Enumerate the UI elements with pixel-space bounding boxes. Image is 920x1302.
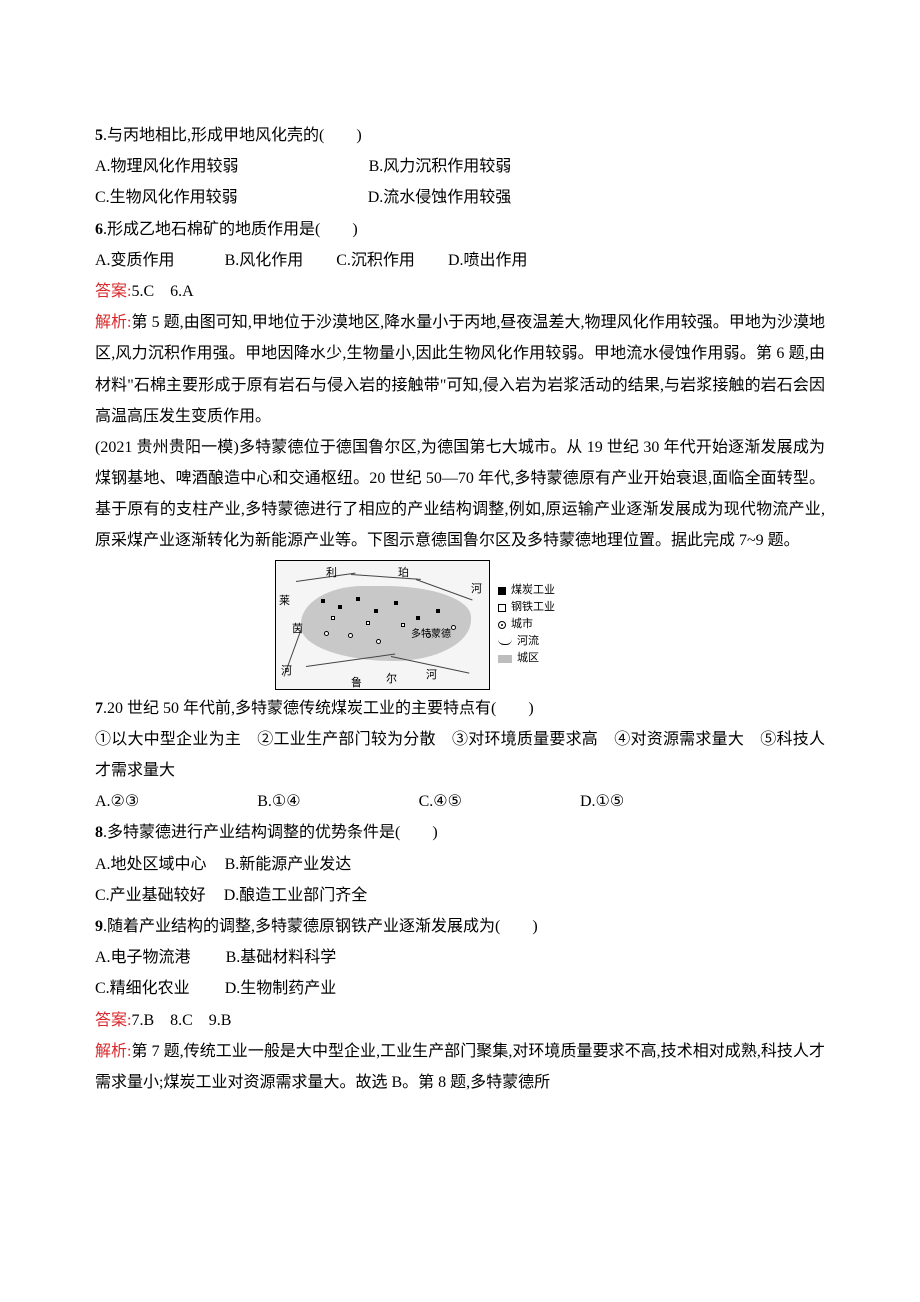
map-label-lai: 莱 bbox=[279, 591, 290, 612]
answer-text: 7.B 8.C 9.B bbox=[131, 1012, 231, 1029]
map-label-he3: 河 bbox=[426, 665, 437, 686]
map-legend: 煤炭工业 钢铁工业 城市 河流 城区 bbox=[490, 560, 580, 690]
map-label-po: 珀 bbox=[398, 563, 409, 584]
map-label-er: 尔 bbox=[386, 669, 397, 690]
stem-text: .形成乙地石棉矿的地质作用是( ) bbox=[103, 221, 358, 238]
legend-city: 城市 bbox=[498, 616, 580, 633]
question-number: 9 bbox=[95, 918, 103, 935]
option-b: B.风化作用 bbox=[225, 245, 304, 276]
question-7-options: A.②③ B.①④ C.④⑤ D.①⑤ bbox=[95, 786, 825, 817]
answer-label: 答案: bbox=[95, 1012, 131, 1029]
question-8-stem: 8.多特蒙德进行产业结构调整的优势条件是( ) bbox=[95, 817, 825, 848]
stem-text: .20 世纪 50 年代前,多特蒙德传统煤炭工业的主要特点有( ) bbox=[103, 700, 534, 717]
option-c: C.生物风化作用较弱 bbox=[95, 182, 238, 213]
question-5-options-row1: A.物理风化作用较弱 B.风力沉积作用较弱 bbox=[95, 151, 825, 182]
map-image: 莱 利 珀 河 茵 多特蒙德 河 尔 河 鲁 bbox=[275, 560, 490, 690]
question-6-options: A.变质作用 B.风化作用 C.沉积作用 D.喷出作用 bbox=[95, 245, 825, 276]
figure-spacer bbox=[95, 560, 275, 690]
map-label-lu: 鲁 bbox=[351, 673, 362, 690]
option-a: A.物理风化作用较弱 bbox=[95, 151, 239, 182]
answer-label: 答案: bbox=[95, 283, 131, 300]
question-5-options-row2: C.生物风化作用较弱 D.流水侵蚀作用较强 bbox=[95, 182, 825, 213]
explanation-label: 解析: bbox=[95, 1043, 132, 1060]
option-c: C.精细化农业 bbox=[95, 973, 190, 1004]
option-d: D.流水侵蚀作用较强 bbox=[368, 182, 512, 213]
question-8-options-row1: A.地处区域中心 B.新能源产业发达 bbox=[95, 849, 825, 880]
map-label-dtm: 多特蒙德 bbox=[411, 625, 451, 645]
question-number: 8 bbox=[95, 824, 103, 841]
legend-urban: 城区 bbox=[498, 650, 580, 667]
circle-dot-icon bbox=[498, 621, 506, 629]
option-c: C.④⑤ bbox=[419, 786, 462, 817]
map-label-yin: 茵 bbox=[292, 619, 303, 640]
question-7-stem: 7.20 世纪 50 年代前,多特蒙德传统煤炭工业的主要特点有( ) bbox=[95, 693, 825, 724]
legend-text: 煤炭工业 bbox=[511, 582, 555, 599]
option-c: C.产业基础较好 bbox=[95, 880, 206, 911]
legend-text: 河流 bbox=[517, 633, 539, 650]
stem-text: .随着产业结构的调整,多特蒙德原钢铁产业逐渐发展成为( ) bbox=[103, 918, 538, 935]
option-b: B.新能源产业发达 bbox=[225, 849, 352, 880]
explanation-label: 解析: bbox=[95, 314, 132, 331]
question-7-items: ①以大中型企业为主 ②工业生产部门较为分散 ③对环境质量要求高 ④对资源需求量大… bbox=[95, 724, 825, 786]
option-c: C.沉积作用 bbox=[336, 245, 415, 276]
explanation-56: 解析:第 5 题,由图可知,甲地位于沙漠地区,降水量小于丙地,昼夜温差大,物理风… bbox=[95, 307, 825, 432]
passage-7-9: (2021 贵州贵阳一模)多特蒙德位于德国鲁尔区,为德国第七大城市。从 19 世… bbox=[95, 432, 825, 557]
question-8-options-row2: C.产业基础较好 D.酿造工业部门齐全 bbox=[95, 880, 825, 911]
explanation-789: 解析:第 7 题,传统工业一般是大中型企业,工业生产部门聚集,对环境质量要求不高… bbox=[95, 1036, 825, 1098]
map-label-he1: 河 bbox=[471, 579, 482, 600]
explanation-text: 第 7 题,传统工业一般是大中型企业,工业生产部门聚集,对环境质量要求不高,技术… bbox=[95, 1043, 825, 1091]
legend-text: 城区 bbox=[517, 650, 539, 667]
legend-coal: 煤炭工业 bbox=[498, 582, 580, 599]
option-a: A.②③ bbox=[95, 786, 139, 817]
question-9-stem: 9.随着产业结构的调整,多特蒙德原钢铁产业逐渐发展成为( ) bbox=[95, 911, 825, 942]
question-9-options-row2: C.精细化农业 D.生物制药产业 bbox=[95, 973, 825, 1004]
answer-789: 答案:7.B 8.C 9.B bbox=[95, 1005, 825, 1036]
option-a: A.地处区域中心 bbox=[95, 849, 207, 880]
map-label-li: 利 bbox=[326, 563, 337, 584]
question-number: 5 bbox=[95, 127, 103, 144]
legend-text: 钢铁工业 bbox=[511, 599, 555, 616]
legend-text: 城市 bbox=[511, 616, 533, 633]
question-number: 7 bbox=[95, 700, 103, 717]
urban-zone-icon bbox=[498, 655, 512, 663]
question-5-stem: 5.与丙地相比,形成甲地风化壳的( ) bbox=[95, 120, 825, 151]
option-b: B.基础材料科学 bbox=[226, 942, 337, 973]
option-d: D.酿造工业部门齐全 bbox=[224, 880, 368, 911]
question-number: 6 bbox=[95, 221, 103, 238]
option-b: B.风力沉积作用较弱 bbox=[369, 151, 512, 182]
option-a: A.电子物流港 bbox=[95, 942, 191, 973]
option-d: D.①⑤ bbox=[580, 786, 624, 817]
question-9-options-row1: A.电子物流港 B.基础材料科学 bbox=[95, 942, 825, 973]
map-label-he2: 河 bbox=[281, 661, 292, 682]
answer-text: 5.C 6.A bbox=[131, 283, 193, 300]
answer-56: 答案:5.C 6.A bbox=[95, 276, 825, 307]
option-b: B.①④ bbox=[257, 786, 300, 817]
stem-text: .与丙地相比,形成甲地风化壳的( ) bbox=[103, 127, 362, 144]
square-filled-icon bbox=[498, 587, 506, 595]
legend-steel: 钢铁工业 bbox=[498, 599, 580, 616]
question-6-stem: 6.形成乙地石棉矿的地质作用是( ) bbox=[95, 214, 825, 245]
explanation-text: 第 5 题,由图可知,甲地位于沙漠地区,降水量小于丙地,昼夜温差大,物理风化作用… bbox=[95, 314, 825, 425]
river-line-icon bbox=[498, 639, 512, 645]
square-open-icon bbox=[498, 604, 506, 612]
option-d: D.喷出作用 bbox=[448, 245, 528, 276]
legend-river: 河流 bbox=[498, 633, 580, 650]
stem-text: .多特蒙德进行产业结构调整的优势条件是( ) bbox=[103, 824, 438, 841]
option-d: D.生物制药产业 bbox=[225, 973, 337, 1004]
figure-ruhr: 莱 利 珀 河 茵 多特蒙德 河 尔 河 鲁 煤炭工业 钢铁工业 城市 河流 城… bbox=[95, 557, 825, 693]
option-a: A.变质作用 bbox=[95, 245, 175, 276]
